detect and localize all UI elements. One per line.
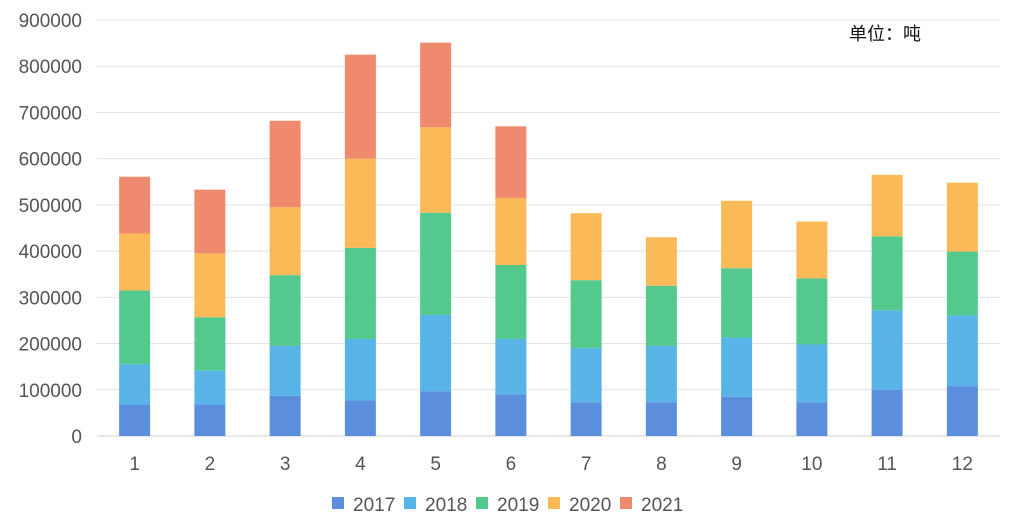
y-tick-label: 100000 [19, 381, 82, 402]
legend: 2017 2018 2019 2020 2021 [332, 495, 683, 516]
bar-segment-2019-month-3 [269, 275, 301, 346]
bar-segment-2017-month-3 [269, 395, 301, 436]
bar-segment-2021-month-5 [420, 42, 452, 128]
bar-segment-2020-month-4 [344, 158, 376, 248]
x-tick-label: 3 [280, 454, 291, 475]
legend-swatch-2018 [404, 497, 416, 509]
bar-segment-2018-month-1 [119, 364, 151, 405]
bar-segment-2017-month-12 [946, 386, 978, 436]
unit-label: 单位：吨 [849, 24, 921, 45]
bar-segment-2019-month-6 [495, 264, 527, 339]
y-axis: 0 100000 200000 300000 400000 500000 600000 700… [19, 11, 82, 448]
bar-segment-2018-month-3 [269, 345, 301, 396]
gridlines [97, 19, 1000, 437]
bar-segment-2017-month-8 [645, 402, 677, 436]
y-tick-label: 500000 [19, 196, 82, 217]
legend-swatch-2017 [332, 497, 344, 509]
x-tick-label: 2 [205, 454, 216, 475]
bar-segment-2021-month-6 [495, 126, 527, 198]
legend-label-2017: 2017 [353, 495, 395, 516]
bar-segment-2019-month-12 [946, 251, 978, 316]
bar-segment-2018-month-6 [495, 338, 527, 395]
bar-segment-2018-month-7 [570, 348, 602, 403]
bar-segment-2018-month-11 [871, 310, 903, 390]
y-tick-label: 900000 [19, 11, 82, 32]
y-tick-label: 600000 [19, 150, 82, 171]
bar-segment-2020-month-9 [721, 200, 753, 269]
bar-segment-2019-month-9 [721, 268, 753, 338]
bar-segment-2020-month-10 [796, 221, 828, 279]
bar-segment-2020-month-11 [871, 174, 903, 237]
bar-segment-2020-month-12 [946, 182, 978, 252]
bar-segment-2020-month-8 [645, 237, 677, 286]
bar-segment-2020-month-3 [269, 207, 301, 276]
bar-segment-2019-month-5 [420, 212, 452, 315]
legend-label-2018: 2018 [425, 495, 467, 516]
x-tick-label: 12 [952, 454, 973, 475]
legend-swatch-2021 [620, 497, 632, 509]
bar-segment-2019-month-2 [194, 317, 226, 371]
bar-segment-2018-month-8 [645, 345, 677, 403]
bar-segment-2021-month-2 [194, 189, 226, 254]
x-tick-label: 6 [506, 454, 517, 475]
bar-segment-2019-month-11 [871, 236, 903, 311]
legend-swatch-2019 [476, 497, 488, 509]
legend-label-2020: 2020 [569, 495, 611, 516]
bar-segment-2020-month-5 [420, 127, 452, 213]
x-axis: 1 2 3 4 5 6 7 8 9 10 11 12 [129, 454, 973, 475]
bar-segment-2017-month-1 [119, 404, 151, 436]
x-tick-label: 8 [656, 454, 667, 475]
y-tick-label: 0 [71, 427, 82, 448]
y-tick-label: 700000 [19, 103, 82, 124]
bar-segment-2021-month-3 [269, 120, 301, 208]
bar-segment-2018-month-12 [946, 315, 978, 387]
bar-segment-2019-month-8 [645, 285, 677, 346]
x-tick-label: 1 [129, 454, 140, 475]
x-tick-label: 11 [877, 454, 897, 475]
y-tick-label: 400000 [19, 242, 82, 263]
bar-segment-2020-month-7 [570, 213, 602, 281]
x-tick-label: 5 [430, 454, 441, 475]
bar-segment-2017-month-11 [871, 389, 903, 436]
x-tick-label: 9 [731, 454, 742, 475]
x-tick-label: 7 [581, 454, 592, 475]
bar-segment-2019-month-4 [344, 247, 376, 339]
bar-segment-2018-month-9 [721, 337, 753, 397]
y-tick-label: 300000 [19, 288, 82, 309]
bar-segment-2018-month-4 [344, 338, 376, 401]
bar-segment-2017-month-4 [344, 400, 376, 436]
bar-segment-2017-month-6 [495, 394, 527, 436]
bar-segment-2017-month-10 [796, 402, 828, 436]
bar-segment-2019-month-7 [570, 280, 602, 349]
bar-segment-2019-month-10 [796, 278, 828, 345]
bar-segment-2021-month-4 [344, 54, 376, 159]
legend-label-2019: 2019 [497, 495, 539, 516]
bar-segment-2018-month-2 [194, 370, 226, 405]
bar-segment-2020-month-2 [194, 253, 226, 318]
bar-segment-2019-month-1 [119, 290, 151, 365]
bar-segment-2020-month-6 [495, 197, 527, 265]
bar-segment-2018-month-10 [796, 344, 828, 403]
y-tick-label: 800000 [19, 57, 82, 78]
bar-segment-2017-month-2 [194, 404, 226, 436]
bar-segment-2017-month-9 [721, 396, 753, 436]
x-tick-label: 4 [355, 454, 366, 475]
bar-segment-2018-month-5 [420, 314, 452, 392]
bar-segment-2017-month-5 [420, 391, 452, 436]
bar-segment-2020-month-1 [119, 233, 151, 291]
x-tick-label: 10 [801, 454, 822, 475]
y-tick-label: 200000 [19, 335, 82, 356]
legend-swatch-2020 [548, 497, 560, 509]
bars [119, 42, 978, 436]
bar-segment-2017-month-7 [570, 402, 602, 436]
bar-segment-2021-month-1 [119, 176, 151, 234]
legend-label-2021: 2021 [641, 495, 683, 516]
